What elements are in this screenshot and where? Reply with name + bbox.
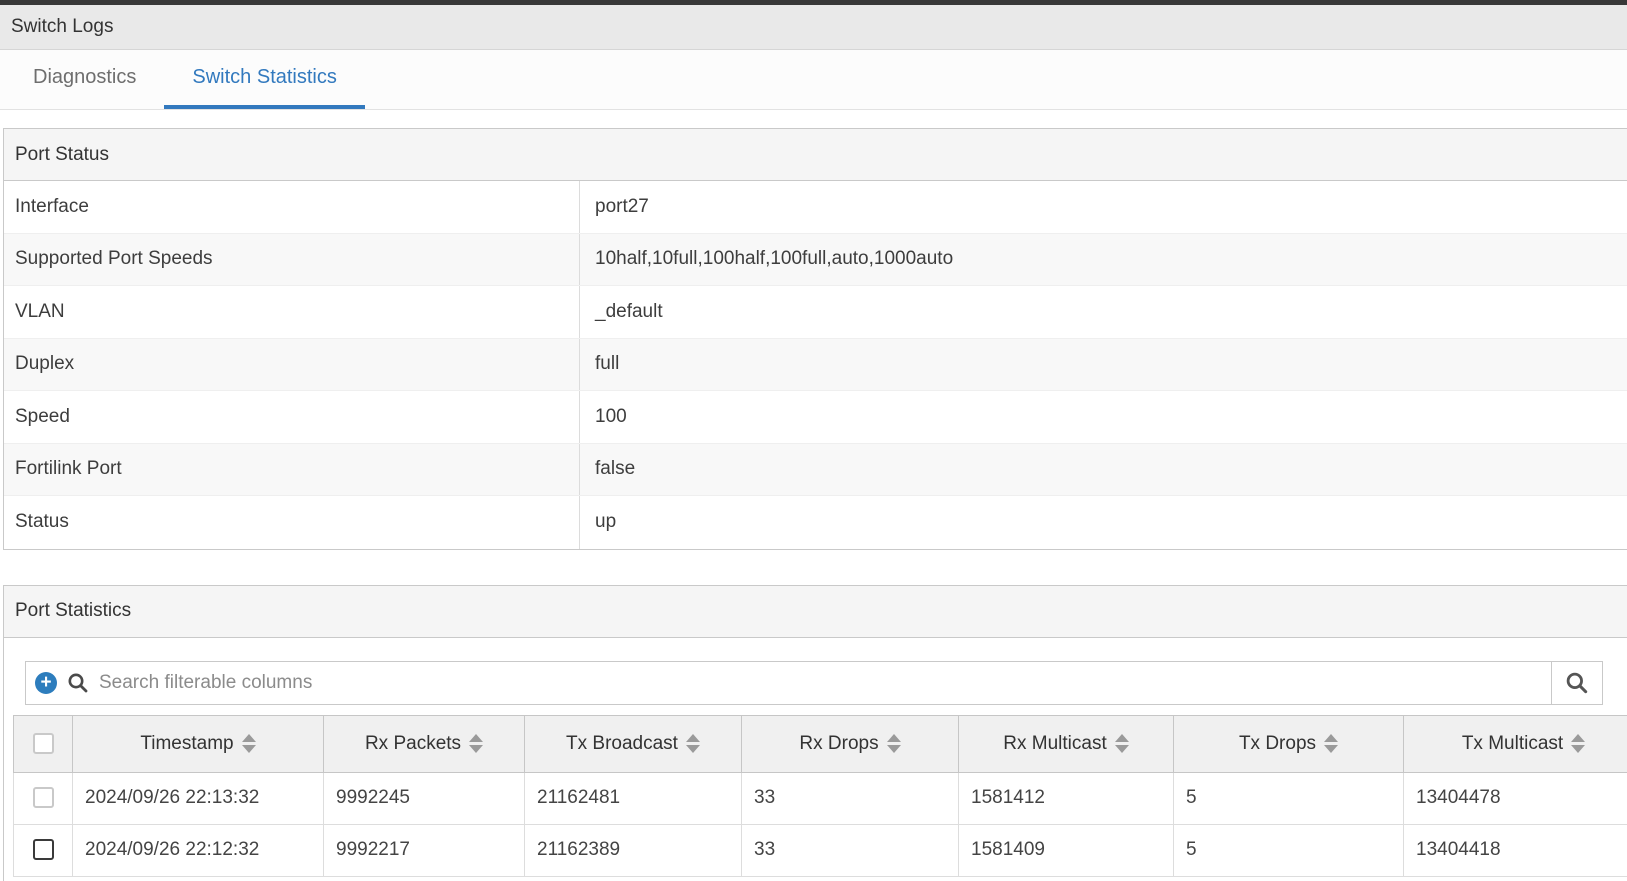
cell-tx-broadcast: 21162389: [524, 823, 742, 877]
cell-tx-multicast: 13404418: [1403, 823, 1627, 877]
cell-rx-multicast: 1581409: [958, 823, 1174, 877]
tab-bar: Diagnostics Switch Statistics: [0, 50, 1627, 110]
port-status-panel: Port Status Interface port27 Supported P…: [3, 128, 1627, 550]
search-submit-button[interactable]: [1551, 661, 1602, 704]
filter-search-bar: +: [25, 660, 1603, 705]
table-row[interactable]: 2024/09/26 22:13:32 9992245 21162481 33 …: [13, 771, 1627, 825]
cell-rx-drops: 33: [741, 771, 959, 825]
cell-tx-broadcast: 21162481: [524, 771, 742, 825]
row-value: up: [595, 511, 617, 533]
column-header-rx-packets[interactable]: Rx Packets: [323, 714, 525, 773]
tab-diagnostics[interactable]: Diagnostics: [5, 50, 164, 109]
column-header-tx-multicast[interactable]: Tx Multicast: [1403, 714, 1627, 773]
cell-tx-drops: 5: [1173, 771, 1404, 825]
cell-timestamp: 2024/09/26 22:12:32: [72, 823, 324, 877]
column-header-rx-multicast[interactable]: Rx Multicast: [958, 714, 1174, 773]
select-all-checkbox[interactable]: [32, 732, 54, 754]
row-label: Status: [4, 496, 580, 549]
port-statistics-table: Timestamp Rx Packets Tx Broadcast Rx Dro…: [13, 714, 1627, 877]
column-header-tx-broadcast[interactable]: Tx Broadcast: [524, 714, 742, 773]
cell-rx-packets: 9992217: [323, 823, 525, 877]
page-title: Switch Logs: [11, 16, 114, 37]
cell-rx-multicast: 1581412: [958, 771, 1174, 825]
row-checkbox[interactable]: [32, 787, 54, 809]
port-status-row: VLAN _default: [4, 286, 1627, 339]
port-statistics-header: Port Statistics: [4, 585, 1627, 638]
top-window-strip: [0, 0, 1627, 5]
table-row[interactable]: 2024/09/26 22:12:32 9992217 21162389 33 …: [13, 823, 1627, 877]
add-filter-icon[interactable]: +: [35, 671, 57, 694]
table-header-row: Timestamp Rx Packets Tx Broadcast Rx Dro…: [13, 714, 1627, 773]
column-label: Rx Multicast: [1003, 732, 1107, 754]
column-label: Rx Drops: [799, 732, 879, 754]
row-value: false: [595, 458, 636, 480]
row-value: 10half,10full,100half,100full,auto,1000a…: [595, 248, 954, 270]
column-header-timestamp[interactable]: Timestamp: [72, 714, 324, 773]
port-status-row: Interface port27: [4, 181, 1627, 234]
row-label: VLAN: [4, 286, 580, 338]
port-status-row: Status up: [4, 496, 1627, 549]
column-label: Tx Drops: [1238, 732, 1317, 754]
port-status-title: Port Status: [15, 143, 109, 165]
sort-icon[interactable]: [1324, 734, 1339, 753]
row-value: 100: [595, 405, 627, 427]
column-header-rx-drops[interactable]: Rx Drops: [741, 714, 959, 773]
cell-timestamp: 2024/09/26 22:13:32: [72, 771, 324, 825]
magnifier-icon: [1566, 672, 1588, 693]
sort-icon[interactable]: [241, 734, 256, 753]
sort-icon[interactable]: [685, 734, 700, 753]
sort-icon[interactable]: [1571, 734, 1586, 753]
column-label: Tx Multicast: [1461, 732, 1564, 754]
column-label: Rx Packets: [364, 732, 462, 754]
search-input[interactable]: [99, 671, 1551, 694]
port-status-header: Port Status: [4, 129, 1627, 181]
column-label: Timestamp: [140, 732, 234, 754]
tab-switch-statistics[interactable]: Switch Statistics: [164, 50, 365, 109]
port-status-row: Speed 100: [4, 391, 1627, 444]
row-label: Fortilink Port: [4, 443, 580, 495]
row-label: Duplex: [4, 338, 580, 390]
sort-icon[interactable]: [1114, 734, 1129, 753]
row-value: full: [595, 353, 620, 375]
port-statistics-panel: Port Statistics +: [3, 584, 1627, 881]
sort-icon[interactable]: [886, 734, 901, 753]
column-label: Tx Broadcast: [566, 732, 678, 754]
search-icon: [68, 673, 88, 692]
row-value: port27: [595, 195, 649, 217]
tab-label: Diagnostics: [33, 66, 137, 88]
tab-label: Switch Statistics: [192, 66, 337, 88]
sort-icon[interactable]: [469, 734, 484, 753]
search-left: +: [26, 671, 1551, 695]
port-statistics-body: +: [4, 638, 1627, 881]
row-label: Supported Port Speeds: [4, 233, 580, 285]
row-label: Speed: [4, 391, 580, 443]
cell-rx-drops: 33: [741, 823, 959, 877]
cell-tx-multicast: 13404478: [1403, 771, 1627, 825]
port-statistics-title: Port Statistics: [15, 600, 132, 621]
row-label: Interface: [4, 181, 580, 233]
cell-tx-drops: 5: [1173, 823, 1404, 877]
port-status-row: Duplex full: [4, 338, 1627, 391]
row-value: _default: [595, 300, 663, 322]
page-titlebar: Switch Logs: [0, 5, 1627, 50]
port-status-row: Fortilink Port false: [4, 443, 1627, 496]
column-header-tx-drops[interactable]: Tx Drops: [1173, 714, 1404, 773]
row-checkbox[interactable]: [32, 839, 54, 861]
cell-rx-packets: 9992245: [323, 771, 525, 825]
port-status-row: Supported Port Speeds 10half,10full,100h…: [4, 233, 1627, 286]
